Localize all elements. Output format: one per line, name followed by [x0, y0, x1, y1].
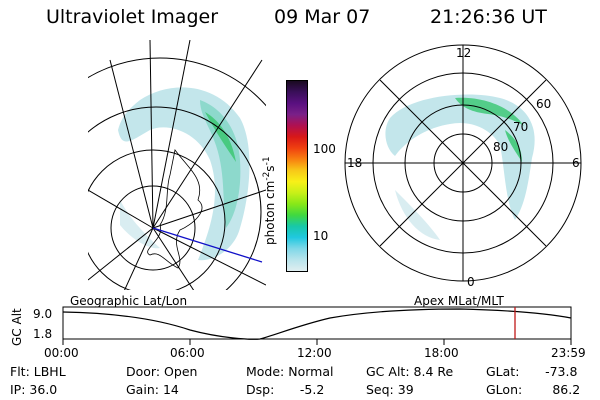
info-filter: Flt: LBHL [10, 364, 66, 379]
altitude-tick-9: 9.0 [33, 307, 53, 321]
altitude-tick-1-8: 1.8 [33, 327, 53, 341]
mlt-label-6: 6 [572, 156, 580, 170]
time-label: 21:26:36 UT [430, 6, 547, 28]
date-label: 09 Mar 07 [274, 6, 371, 28]
info-glon: GLon: 86.2 [486, 382, 581, 397]
time-tick-2359: 23:59 [551, 346, 586, 360]
time-tick-0000: 00:00 [44, 346, 79, 360]
mlt-label-0: 0 [467, 275, 475, 289]
mlat-label-70: 70 [513, 120, 529, 134]
info-gc-alt: GC Alt: 8.4 Re [366, 364, 454, 379]
info-door: Door: Open [126, 364, 198, 379]
info-glat: GLat: -73.8 [486, 364, 578, 379]
altitude-y-label: GC Alt [10, 308, 24, 346]
info-dsp: Dsp: -5.2 [246, 382, 325, 397]
info-gain: Gain: 14 [126, 382, 179, 397]
instrument-title: Ultraviolet Imager [46, 6, 219, 28]
mlat-label-60: 60 [536, 97, 552, 111]
apex-panel-label: Apex MLat/MLT [414, 294, 504, 308]
altitude-curve [62, 308, 572, 340]
time-tick-1800: 18:00 [424, 346, 459, 360]
mlt-label-18: 18 [347, 156, 363, 170]
time-tick-1200: 12:00 [297, 346, 332, 360]
info-seq: Seq: 39 [366, 382, 414, 397]
colorbar-tick-100: 100 [313, 142, 336, 156]
colorbar-tick-10: 10 [313, 229, 329, 243]
info-mode: Mode: Normal [246, 364, 334, 379]
geographic-panel-label: Geographic Lat/Lon [70, 294, 188, 308]
apex-auroral-emission [385, 94, 535, 220]
info-ip: IP: 36.0 [10, 382, 58, 397]
time-tick-0600: 06:00 [170, 346, 205, 360]
mlat-label-80: 80 [493, 140, 509, 154]
colorbar [286, 80, 308, 272]
mlt-label-12: 12 [456, 46, 472, 60]
